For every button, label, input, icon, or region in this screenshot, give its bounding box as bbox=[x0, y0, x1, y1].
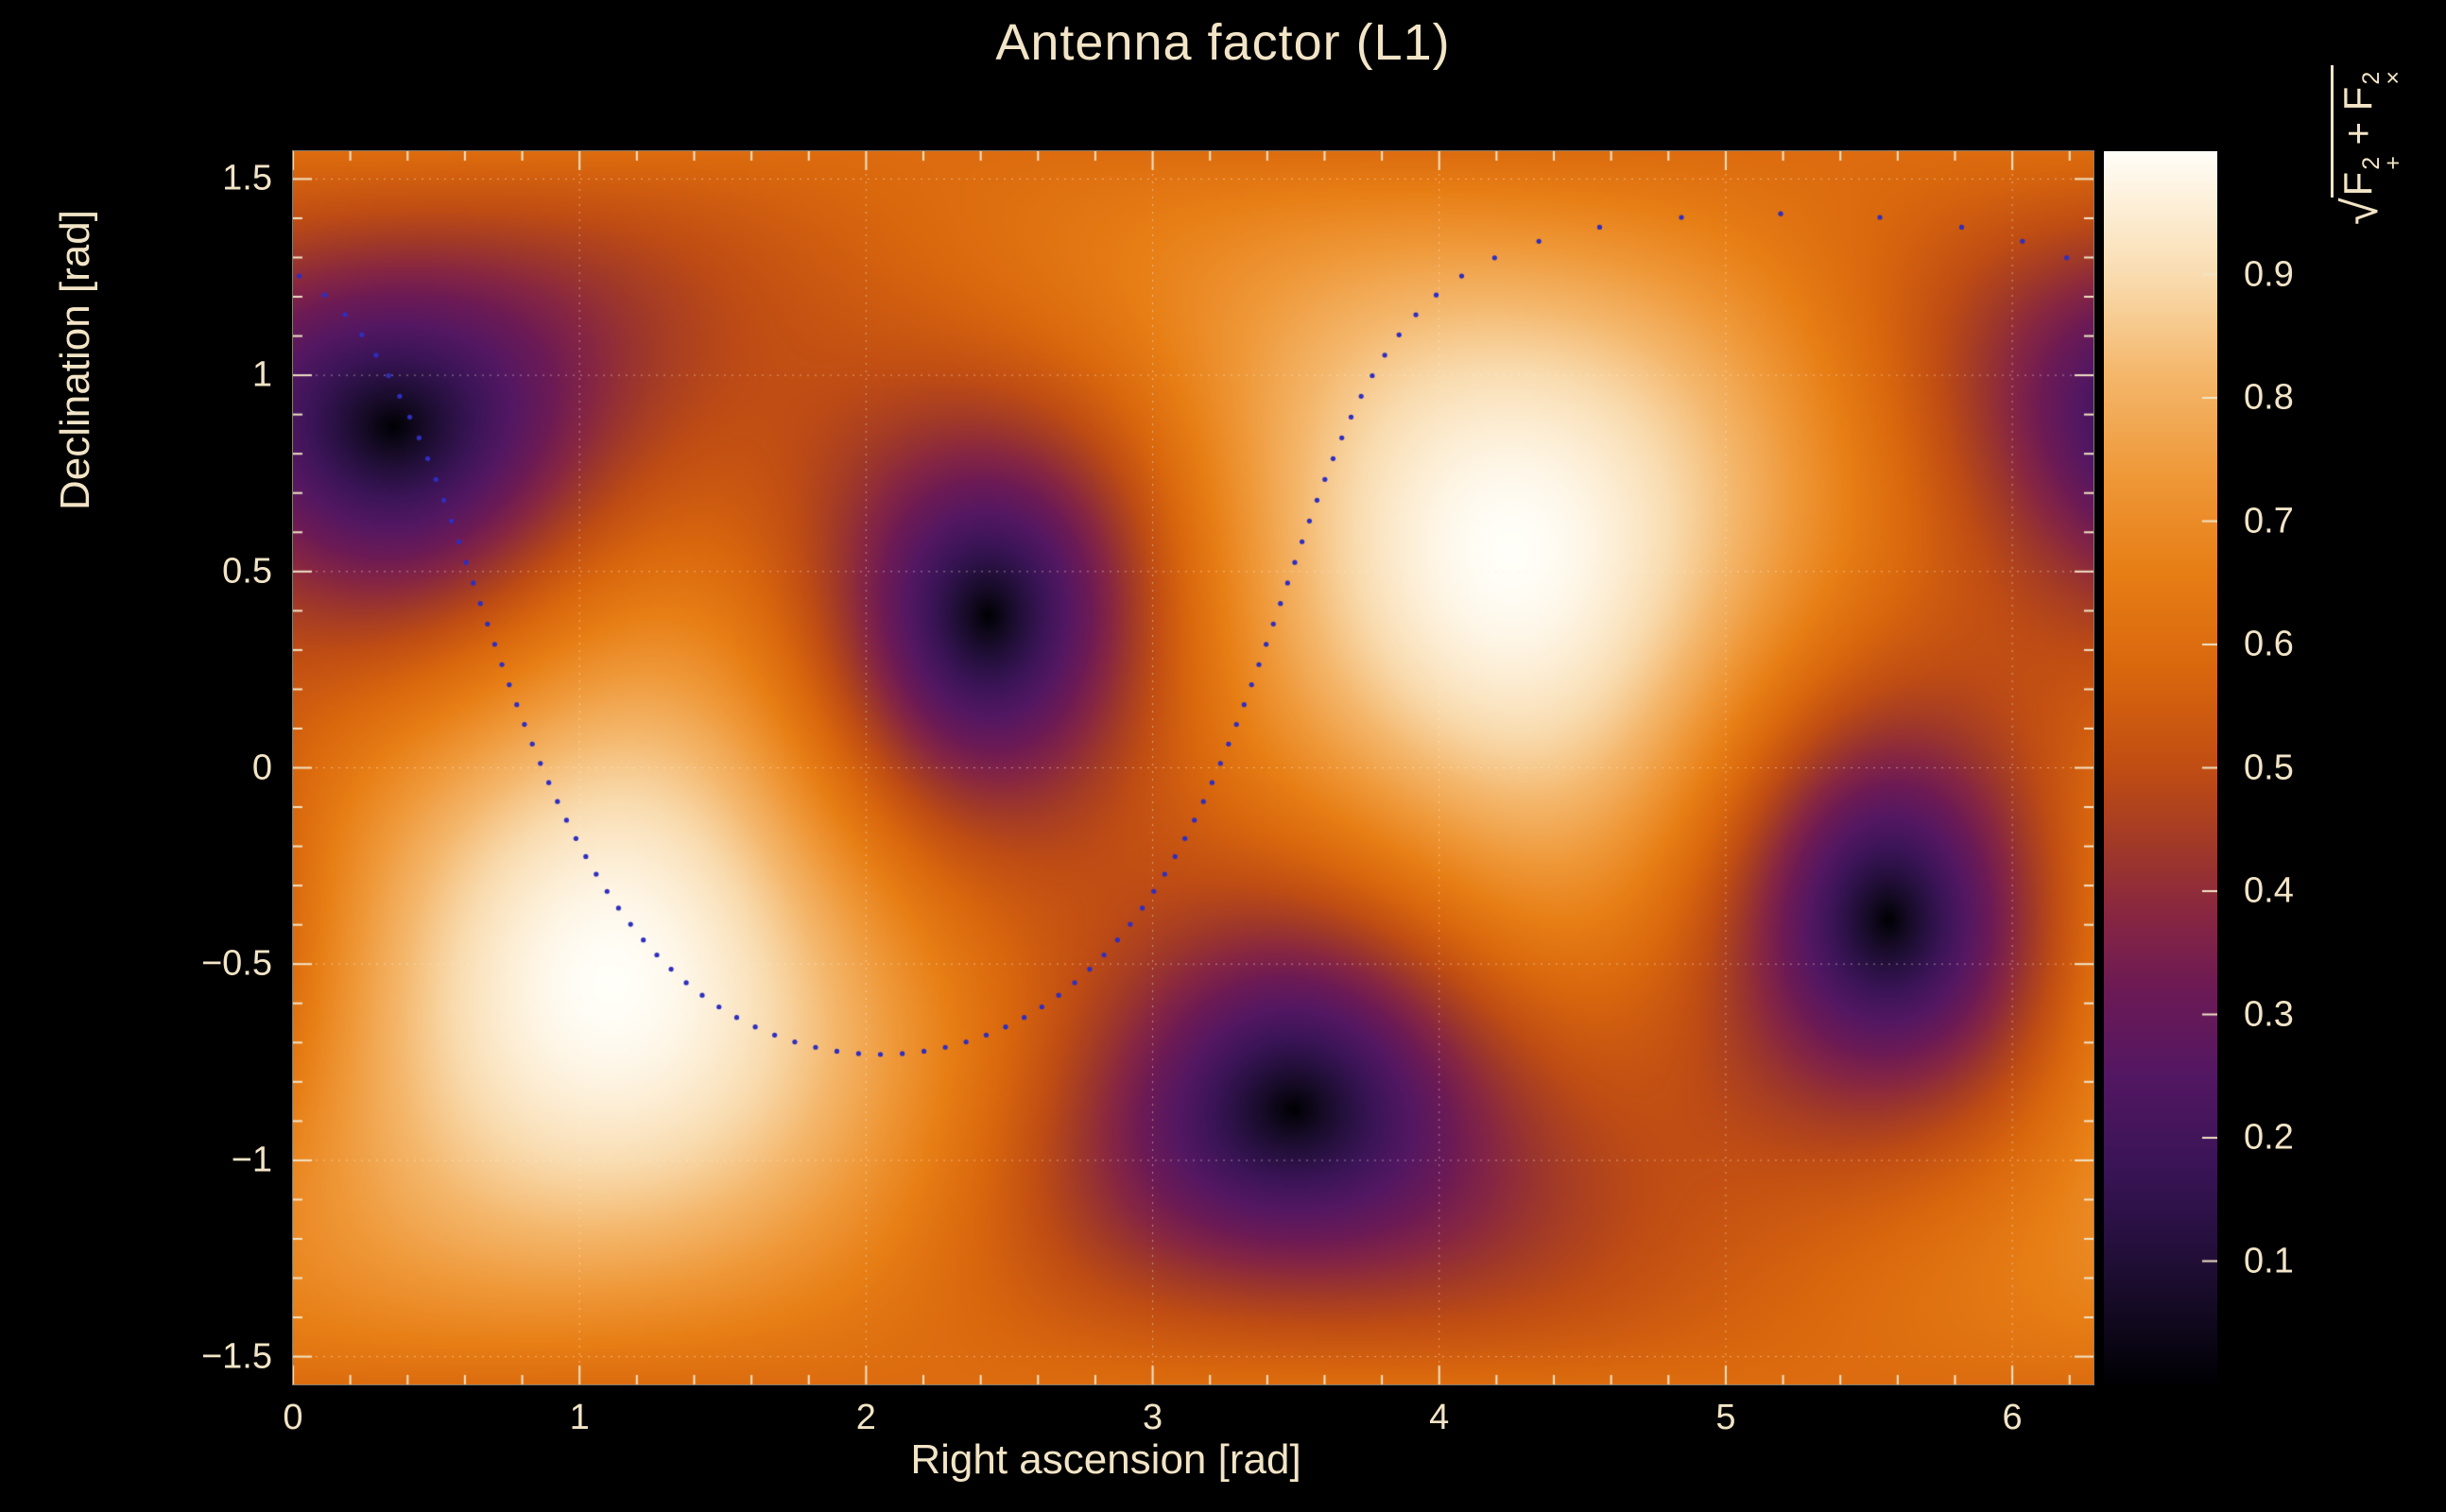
colorbar-tick-label: 0.6 bbox=[2244, 624, 2294, 664]
y-tick-label: 0.5 bbox=[222, 551, 272, 592]
colorbar-tick-label: 0.1 bbox=[2244, 1241, 2294, 1280]
f-cross-subscript: × bbox=[2380, 71, 2406, 85]
colorbar-title: √F 2 + + F 2 × bbox=[2331, 65, 2406, 225]
plot-area bbox=[292, 150, 2094, 1385]
heatmap-canvas bbox=[293, 151, 2093, 1384]
y-tick-label: 1.5 bbox=[222, 158, 272, 198]
x-tick-label: 4 bbox=[1429, 1398, 1450, 1437]
colorbar-tick-label: 0.7 bbox=[2244, 501, 2294, 541]
x-tick-label: 1 bbox=[569, 1398, 590, 1437]
x-tick-label: 6 bbox=[2002, 1398, 2023, 1437]
x-tick-label: 5 bbox=[1715, 1398, 1736, 1437]
radical-sign: √ bbox=[2334, 198, 2388, 225]
y-tick-label: 1 bbox=[251, 354, 272, 395]
x-tick-label: 2 bbox=[855, 1398, 876, 1437]
colorbar-tick-label: 0.9 bbox=[2244, 254, 2294, 294]
colorbar-tick-label: 0.4 bbox=[2244, 870, 2294, 911]
f-plus-symbol: F bbox=[2335, 171, 2380, 197]
chart-title: Antenna factor (L1) bbox=[995, 14, 1451, 71]
y-tick-label: −1.5 bbox=[200, 1336, 272, 1377]
colorbar bbox=[2104, 151, 2217, 1384]
y-tick-label: 0 bbox=[251, 747, 272, 787]
colorbar-tick-label: 0.3 bbox=[2244, 994, 2294, 1034]
colorbar-tick-label: 0.5 bbox=[2244, 747, 2294, 787]
x-tick-label: 3 bbox=[1142, 1398, 1163, 1437]
y-tick-label: −0.5 bbox=[200, 943, 272, 984]
x-tick-label: 0 bbox=[283, 1398, 303, 1437]
y-tick-label: −1 bbox=[231, 1140, 272, 1180]
f-plus-subscript: + bbox=[2380, 156, 2406, 170]
colorbar-tick-label: 0.8 bbox=[2244, 377, 2294, 418]
colorbar-tick-label: 0.2 bbox=[2244, 1117, 2294, 1158]
plus-sign: + bbox=[2335, 111, 2380, 157]
radicand: F 2 + + F 2 × bbox=[2331, 65, 2406, 198]
x-axis-title: Right ascension [rad] bbox=[910, 1436, 1301, 1483]
f-cross-symbol: F bbox=[2335, 86, 2380, 112]
y-axis-title: Declination [rad] bbox=[52, 210, 98, 510]
